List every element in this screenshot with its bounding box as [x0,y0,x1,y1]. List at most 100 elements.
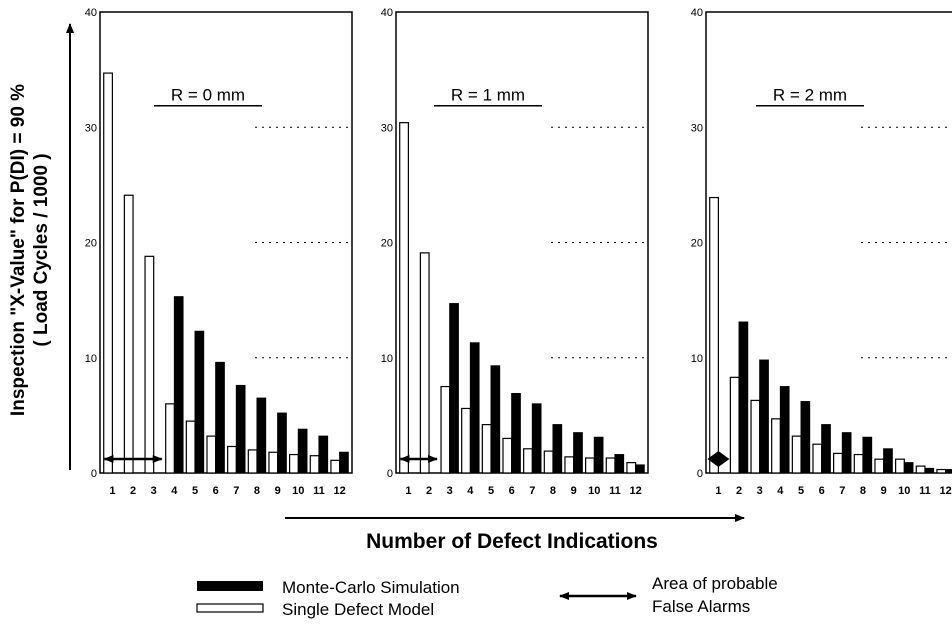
x-tick-label: 7 [839,485,845,497]
x-tick-label: 10 [292,485,304,497]
bar-single-defect [144,255,155,474]
y-tick-label: 0 [387,468,393,480]
x-tick-label: 8 [550,485,556,497]
x-tick-label: 2 [426,485,432,497]
bar-single-defect [185,420,196,474]
bar-single-defect [330,459,341,474]
panel-title: R = 0 mm [171,86,245,105]
legend-swatch-monte-carlo [197,581,263,591]
y-tick-label: 10 [691,353,703,365]
y-tick-label: 30 [381,122,393,134]
bar-single-defect [626,462,637,474]
x-tick-label: 3 [447,485,453,497]
x-tick-label: 12 [629,485,641,497]
bar-monte-carlo [531,403,542,474]
x-tick-label: 3 [151,485,157,497]
bar-monte-carlo [277,412,287,474]
panel-title: R = 2 mm [773,86,847,105]
bar-single-defect [268,451,279,474]
x-tick-label: 11 [609,485,621,497]
legend-swatch-single-defect [196,603,264,613]
x-tick-label: 1 [405,485,411,497]
x-tick-label: 5 [192,485,198,497]
bar-monte-carlo [635,464,645,474]
y-axis-label-line1: Inspection "X-Value" for P(DI) = 90 % [8,84,29,416]
bar-monte-carlo [800,401,811,474]
x-tick-label: 10 [588,485,600,497]
plot-frame [395,11,649,474]
y-tick-label: 10 [381,353,393,365]
bar-monte-carlo [614,454,625,474]
bar-monte-carlo [256,397,267,474]
bar-monte-carlo [593,436,604,474]
bar-single-defect [165,403,175,474]
bar-monte-carlo [235,384,246,474]
bar-single-defect [247,449,258,474]
x-tick-label: 12 [333,485,345,497]
bar-single-defect [206,435,217,474]
x-tick-label: 6 [819,485,825,497]
y-axis-label-group: Inspection "X-Value" for P(DI) = 90 % ( … [8,84,52,416]
bar-monte-carlo [573,432,583,474]
panel-title: R = 1 mm [451,86,525,105]
bar-monte-carlo [883,448,893,474]
plot-frame [99,11,353,474]
x-tick-label: 12 [939,485,951,497]
bar-monte-carlo [215,361,225,474]
bar-single-defect [915,465,926,474]
bar-single-defect [523,448,533,474]
bar-single-defect [502,437,513,474]
bar-single-defect [543,450,554,474]
bar-monte-carlo [490,365,501,474]
bar-monte-carlo [738,321,749,474]
y-tick-label: 40 [85,7,97,19]
bar-single-defect [123,194,134,474]
bar-monte-carlo [779,386,790,474]
y-tick-label: 20 [85,238,97,250]
bar-monte-carlo [759,359,769,474]
x-tick-label: 2 [736,485,742,497]
bar-monte-carlo [339,451,349,474]
x-tick-label: 2 [130,485,136,497]
bar-single-defect [309,455,320,474]
legend-label-monte-carlo: Monte-Carlo Simulation [282,578,460,597]
bar-single-defect [709,196,719,474]
bar-single-defect [874,458,885,474]
legend-false-alarm-line2: False Alarms [652,597,750,616]
x-tick-label: 3 [757,485,763,497]
bar-single-defect [103,72,113,474]
x-tick-label: 6 [213,485,219,497]
bar-monte-carlo [821,424,831,474]
bar-monte-carlo [945,469,952,474]
legend-false-alarm-line1: Area of probable [652,574,778,593]
y-tick-label: 40 [691,7,703,19]
bar-single-defect [853,453,864,474]
bar-single-defect [564,456,575,474]
legend: Monte-Carlo Simulation Single Defect Mod… [196,574,778,619]
bar-single-defect [750,399,761,474]
legend-label-single-defect: Single Defect Model [282,600,434,619]
x-tick-label: 5 [488,485,494,497]
x-tick-label: 9 [571,485,577,497]
bar-monte-carlo [841,432,852,474]
y-tick-label: 0 [697,468,703,480]
bar-single-defect [289,453,299,474]
x-tick-label: 7 [529,485,535,497]
false-alarm-marker [707,451,730,467]
y-tick-label: 20 [691,238,703,250]
bar-monte-carlo [511,392,521,474]
y-tick-label: 0 [91,468,97,480]
x-tick-label: 1 [715,485,721,497]
y-axis-label-line2: ( Load Cycles / 1000 ) [31,153,52,346]
bar-single-defect [461,407,471,474]
x-tick-label: 5 [798,485,804,497]
bar-monte-carlo [449,303,459,474]
bar-single-defect [585,457,595,474]
bar-single-defect [895,458,905,474]
x-tick-label: 11 [313,485,325,497]
